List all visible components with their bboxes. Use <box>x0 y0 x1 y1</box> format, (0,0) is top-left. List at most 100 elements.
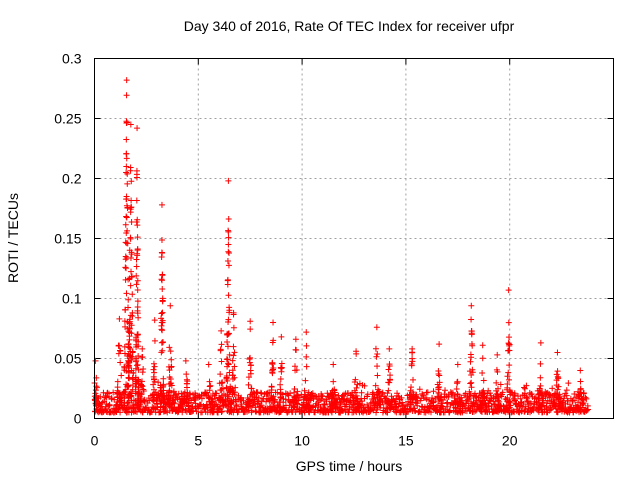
data-point <box>132 358 139 365</box>
data-point <box>198 395 205 402</box>
chart-title: Day 340 of 2016, Rate Of TEC Index for r… <box>184 18 515 34</box>
data-point <box>467 358 474 365</box>
data-point <box>372 382 379 389</box>
data-point <box>494 351 501 358</box>
data-point <box>337 401 344 408</box>
data-point <box>271 398 278 405</box>
data-point <box>225 215 232 222</box>
data-point <box>134 331 141 338</box>
data-point <box>398 394 405 401</box>
data-point <box>468 316 475 323</box>
data-point <box>123 119 130 126</box>
data-point <box>133 171 140 178</box>
data-point <box>335 404 342 411</box>
data-point <box>225 292 232 299</box>
data-point <box>150 366 157 373</box>
data-point <box>584 407 591 414</box>
data-point <box>293 392 300 399</box>
data-point <box>125 374 132 381</box>
data-point <box>125 382 132 389</box>
data-point <box>442 406 449 413</box>
y-tick-label: 0.05 <box>54 351 81 367</box>
data-point <box>218 358 225 365</box>
data-point <box>304 395 311 402</box>
data-point <box>127 121 134 128</box>
data-point <box>121 402 128 409</box>
data-point <box>126 344 133 351</box>
data-point <box>232 384 239 391</box>
data-point <box>277 375 284 382</box>
data-point <box>537 374 544 381</box>
data-point <box>356 403 363 410</box>
data-point <box>110 389 117 396</box>
data-point <box>354 381 361 388</box>
data-point <box>153 400 160 407</box>
data-point <box>563 387 570 394</box>
data-point <box>468 328 475 335</box>
data-point <box>577 378 584 385</box>
data-point <box>168 382 175 389</box>
data-point <box>128 218 135 225</box>
data-point <box>128 249 135 256</box>
data-point <box>123 213 130 220</box>
data-point <box>318 392 325 399</box>
data-point <box>328 391 335 398</box>
data-point <box>373 324 380 331</box>
data-point <box>374 363 381 370</box>
data-point <box>566 401 573 408</box>
data-point <box>466 395 473 402</box>
data-point <box>296 394 303 401</box>
data-point <box>386 345 393 352</box>
data-point <box>323 398 330 405</box>
data-point <box>330 403 337 410</box>
data-point <box>232 396 239 403</box>
data-point <box>487 397 494 404</box>
data-point <box>133 218 140 225</box>
data-point <box>499 389 506 396</box>
data-point <box>124 400 131 407</box>
data-point <box>225 316 232 323</box>
data-point <box>385 366 392 373</box>
data-point <box>554 349 561 356</box>
data-point <box>225 330 232 337</box>
data-point <box>92 401 99 408</box>
data-point <box>269 361 276 368</box>
data-point <box>157 397 164 404</box>
data-point <box>157 390 164 397</box>
data-point <box>470 400 477 407</box>
data-point <box>436 379 443 386</box>
plot-frame <box>94 58 614 419</box>
data-point <box>183 371 190 378</box>
data-point <box>416 386 423 393</box>
data-point <box>219 408 226 415</box>
data-point <box>169 404 176 411</box>
data-point <box>121 318 128 325</box>
x-tick-label: 20 <box>502 433 518 449</box>
data-point <box>151 363 158 370</box>
data-point <box>224 377 231 384</box>
data-point <box>185 405 192 412</box>
data-point <box>339 392 346 399</box>
x-tick-label: 5 <box>194 433 202 449</box>
data-point <box>135 366 142 373</box>
data-point <box>230 309 237 316</box>
data-point <box>358 389 365 396</box>
data-point <box>311 409 318 416</box>
data-point <box>374 372 381 379</box>
data-point <box>114 393 121 400</box>
data-point <box>479 355 486 362</box>
data-point <box>556 391 563 398</box>
data-point <box>132 376 139 383</box>
data-point <box>330 361 337 368</box>
data-point <box>224 356 231 363</box>
data-point <box>126 316 133 323</box>
y-tick-label: 0.1 <box>62 291 82 307</box>
data-point <box>454 391 461 398</box>
data-point <box>132 408 139 415</box>
data-point <box>116 315 123 322</box>
data-point <box>207 382 214 389</box>
data-point <box>270 337 277 344</box>
data-point <box>226 307 233 314</box>
x-tick-labels: 0 5 10 15 20 <box>91 433 518 449</box>
data-point <box>385 387 392 394</box>
